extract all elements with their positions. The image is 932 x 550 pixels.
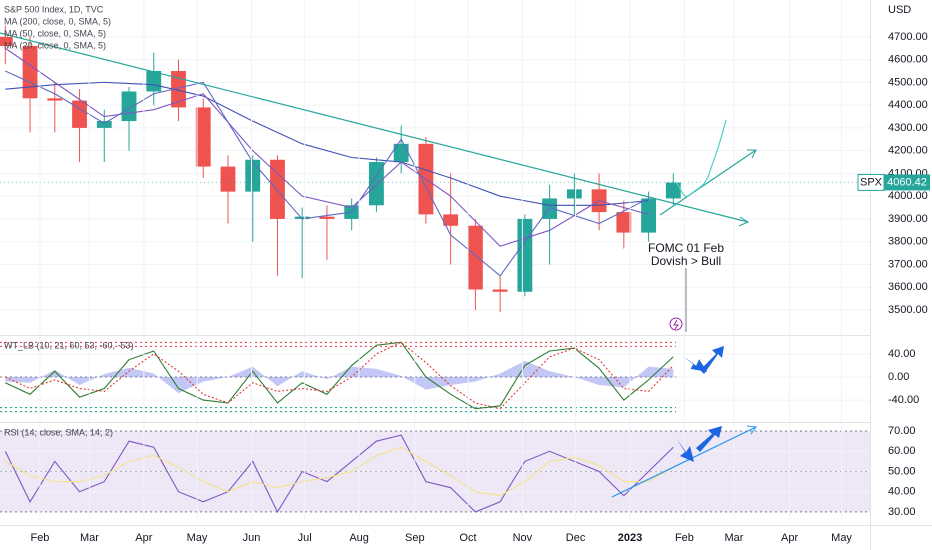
annotation: Dovish > Bull xyxy=(651,254,721,268)
candle-body xyxy=(369,162,384,206)
y-tick-label: 3700.00 xyxy=(888,258,928,270)
candle-body xyxy=(270,159,285,219)
arrow-head xyxy=(746,425,757,435)
y-tick-label: 30.00 xyxy=(888,506,916,518)
candle-body xyxy=(616,212,632,233)
chart-title: S&P 500 Index, 1D, TVC xyxy=(4,4,104,14)
axis-unit: USD xyxy=(888,4,911,16)
candle-body xyxy=(566,189,582,199)
series-line xyxy=(5,70,649,277)
y-tick-label: 4700.00 xyxy=(888,31,928,43)
price-tag xyxy=(884,174,930,191)
y-tick-label: 4200.00 xyxy=(888,145,928,157)
x-tick-label: 2023 xyxy=(618,532,642,544)
candle-body xyxy=(443,214,459,226)
y-tick-label: 4500.00 xyxy=(888,76,928,88)
series-line xyxy=(5,446,674,497)
x-tick-label: Dec xyxy=(566,532,586,544)
candle-body xyxy=(171,71,186,108)
series-line xyxy=(5,47,649,247)
legend-entry: MA (20, close, 0, SMA, 5) xyxy=(4,40,106,50)
series-line xyxy=(5,341,674,410)
candle-body xyxy=(0,36,13,46)
candle-body xyxy=(195,107,211,167)
x-tick-label: Sep xyxy=(405,532,425,544)
series-line xyxy=(5,81,649,206)
candle-body xyxy=(542,198,558,219)
series-line xyxy=(5,341,674,410)
drawings xyxy=(0,32,757,498)
candle-body xyxy=(319,216,335,219)
note-box xyxy=(650,240,720,268)
x-tick-label: Mar xyxy=(724,532,743,544)
arrow-icon xyxy=(700,346,724,374)
series-line xyxy=(4,434,674,514)
x-tick-label: Feb xyxy=(675,532,694,544)
trend-line xyxy=(659,149,757,216)
y-tick-label: 40.00 xyxy=(888,486,916,498)
y-tick-label: -40.00 xyxy=(888,394,919,406)
y-tick-label: 50.00 xyxy=(888,465,916,477)
plot-layer: 3500.00 3600.00 3700.00 3800.00 3900.00 4000.… xyxy=(0,0,928,520)
candle-body xyxy=(641,198,656,233)
legend-entry: MA (50, close, 0, SMA, 5) xyxy=(4,28,106,38)
event-icon xyxy=(673,319,679,330)
y-tick-label: 40.00 xyxy=(888,348,916,360)
arrow-head xyxy=(738,216,750,227)
price-label: 4060.42 xyxy=(887,176,927,188)
x-tick-label: Oct xyxy=(459,532,476,544)
y-tick-label: 3500.00 xyxy=(888,304,928,316)
trend-line xyxy=(0,32,749,223)
y-tick-label: 4300.00 xyxy=(888,122,928,134)
y-tick-label: 4000.00 xyxy=(888,190,928,202)
candle-body xyxy=(467,225,483,290)
y-tick-label: 4600.00 xyxy=(888,54,928,66)
y-tick-label: 70.00 xyxy=(888,425,916,437)
y-tick-label: 60.00 xyxy=(888,445,916,457)
x-tick-label: Apr xyxy=(781,532,798,544)
arrow-icon xyxy=(682,356,708,372)
candle-body xyxy=(22,45,38,99)
event-icon xyxy=(669,317,683,331)
y-tick-label: 3800.00 xyxy=(888,236,928,248)
candle-body xyxy=(245,159,261,192)
arrow-icon xyxy=(696,426,722,452)
candle-body xyxy=(121,91,137,122)
x-tick-label: May xyxy=(831,532,852,544)
candle-body xyxy=(517,218,533,292)
arrow-icon xyxy=(676,438,694,462)
annotation: FOMC 01 Feb xyxy=(648,241,724,255)
x-tick-label: Jul xyxy=(298,532,312,544)
projection xyxy=(675,119,727,197)
y-tick-label: 0.00 xyxy=(888,371,909,383)
x-tick-label: May xyxy=(187,532,208,544)
pane-title: WT_LB (10, 21, 60, 53, -60, -53) xyxy=(4,340,134,350)
arrow-head xyxy=(747,149,757,159)
candle-body xyxy=(47,98,63,101)
histogram-area xyxy=(5,360,674,394)
y-tick-label: 4400.00 xyxy=(888,99,928,111)
x-tick-label: Mar xyxy=(80,532,99,544)
x-tick-label: Apr xyxy=(135,532,152,544)
candle-body xyxy=(96,121,112,128)
pane-title: RSI (14, close, SMA, 14, 2) xyxy=(4,427,113,437)
x-tick-label: Aug xyxy=(349,532,369,544)
symbol-label: SPX xyxy=(860,176,883,188)
candle-body xyxy=(393,143,409,163)
candle-body xyxy=(146,71,162,92)
candle-body xyxy=(665,182,681,199)
x-tick-label: Feb xyxy=(30,532,49,544)
x-tick-label: Jun xyxy=(243,532,261,544)
candle-body xyxy=(492,289,508,292)
candle-body xyxy=(72,100,87,128)
candle-body xyxy=(294,216,310,219)
y-tick-label: 3600.00 xyxy=(888,281,928,293)
trend-line xyxy=(611,426,757,498)
candle-body xyxy=(220,166,236,192)
legend-entry: MA (200, close, 0, SMA, 5) xyxy=(4,16,111,26)
y-tick-label: 3900.00 xyxy=(888,213,928,225)
x-tick-label: Nov xyxy=(513,532,533,544)
